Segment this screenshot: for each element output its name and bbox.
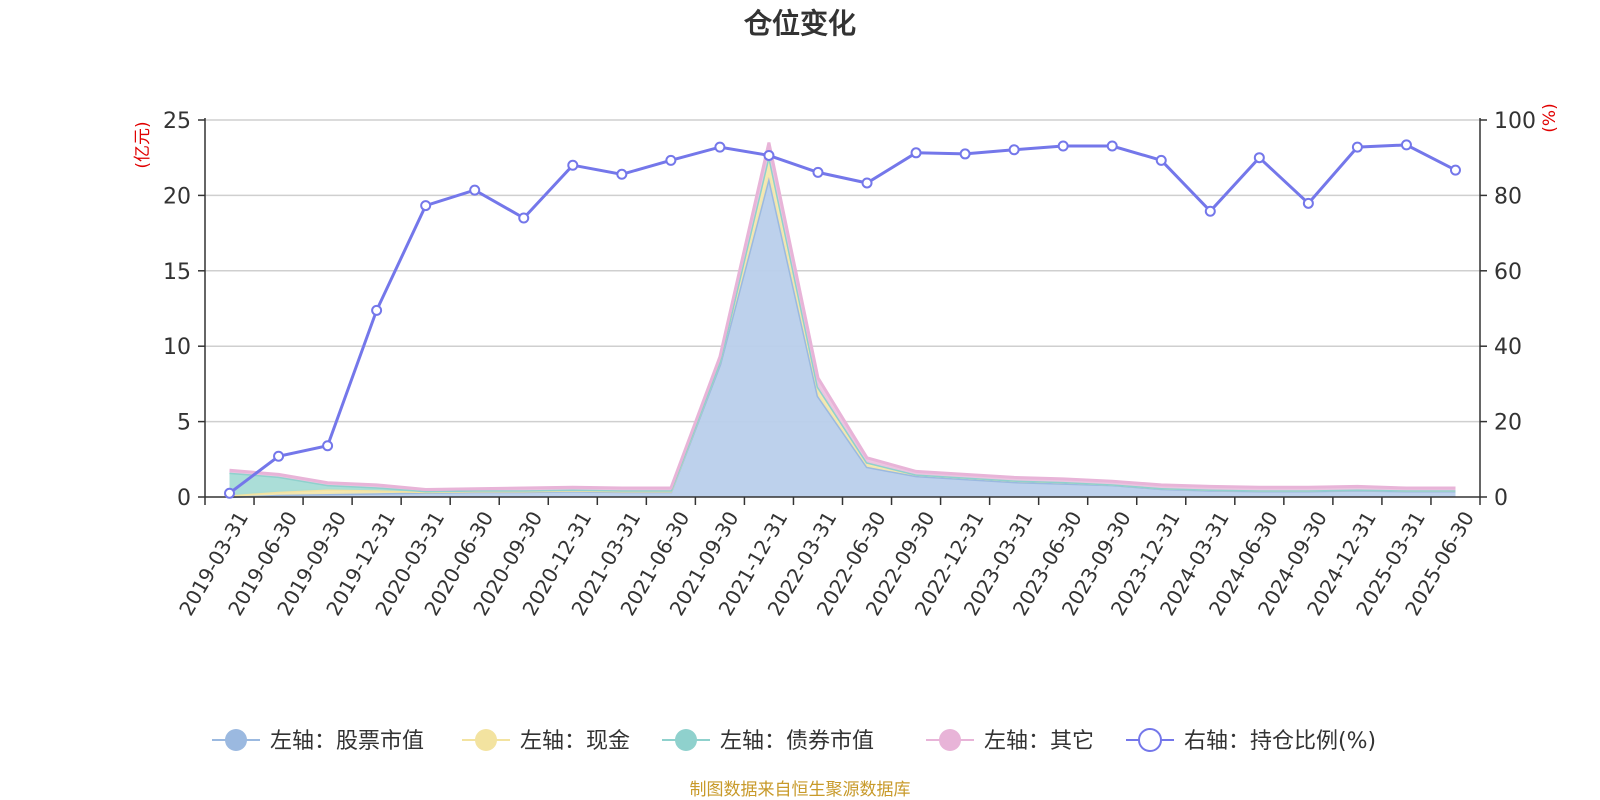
ratio-point	[371, 304, 383, 316]
grid-lines	[205, 119, 1480, 423]
area-左轴：现金	[229, 154, 1456, 497]
legend-marker	[475, 729, 497, 751]
legend-label: 右轴：持仓比例(%)	[1184, 729, 1376, 754]
area-左轴：其它	[229, 142, 1456, 491]
ratio-line-path	[228, 143, 1457, 495]
left-tick-label: 20	[163, 184, 191, 209]
right-tick-label: 60	[1494, 260, 1522, 285]
right-tick-label: 80	[1494, 184, 1522, 209]
left-axis-unit: (亿元)	[133, 121, 153, 168]
ratio-point	[1008, 144, 1020, 156]
ratio-point	[1351, 141, 1363, 153]
ratio-point	[616, 168, 628, 180]
left-tick-label: 10	[163, 335, 191, 360]
ratio-point	[567, 159, 579, 171]
legend-marker	[939, 729, 961, 751]
area-layers	[229, 142, 1456, 499]
ratio-point	[518, 212, 530, 224]
legend-label: 左轴：股票市值	[270, 729, 424, 754]
chart-title: 仓位变化	[744, 7, 856, 40]
ratio-point	[861, 177, 873, 189]
data-source-note: 制图数据来自恒生聚源数据库	[690, 780, 911, 800]
ratio-line	[224, 139, 1461, 499]
legend-item[interactable]: 左轴：现金	[462, 729, 630, 754]
ratio-point	[959, 148, 971, 160]
legend-label: 左轴：债券市值	[720, 729, 874, 754]
legend-item[interactable]: 左轴：债券市值	[662, 729, 874, 754]
legend-marker	[1138, 728, 1162, 752]
legend[interactable]: 左轴：股票市值 左轴：现金 左轴：债券市值 左轴：其它 右轴：持仓比例(%)	[212, 728, 1376, 754]
ratio-point	[322, 440, 334, 452]
left-tick-label: 15	[163, 260, 191, 285]
right-tick-label: 20	[1494, 411, 1522, 436]
legend-marker	[675, 729, 697, 751]
ratio-point	[1155, 154, 1167, 166]
ratio-point	[273, 450, 285, 462]
ratio-point	[1106, 140, 1118, 152]
ratio-point	[1253, 152, 1265, 164]
legend-label: 左轴：现金	[520, 729, 630, 754]
right-tick-label: 0	[1494, 486, 1508, 511]
ratio-point	[812, 166, 824, 178]
legend-item[interactable]: 左轴：其它	[926, 729, 1094, 754]
left-tick-label: 25	[163, 109, 191, 134]
ratio-point	[1302, 197, 1314, 209]
ratio-point	[1449, 164, 1461, 176]
right-tick-label: 40	[1494, 335, 1522, 360]
left-tick-label: 5	[177, 411, 191, 436]
right-axis-unit: (%)	[1540, 103, 1560, 132]
ratio-point	[1400, 139, 1412, 151]
ratio-point	[714, 141, 726, 153]
ratio-point	[1057, 140, 1069, 152]
ratio-point	[1204, 205, 1216, 217]
right-tick-label: 100	[1494, 109, 1536, 134]
ratio-point	[763, 149, 775, 161]
legend-marker	[225, 729, 247, 751]
axes: 05101520250204060801002019-03-312019-06-…	[163, 109, 1536, 620]
legend-item[interactable]: 右轴：持仓比例(%)	[1126, 728, 1376, 754]
area-edge-左轴：其它	[229, 142, 1456, 492]
ratio-point	[224, 487, 236, 499]
ratio-point	[665, 154, 677, 166]
ratio-point	[420, 200, 432, 212]
legend-item[interactable]: 左轴：股票市值	[212, 729, 424, 754]
ratio-point	[910, 147, 922, 159]
left-tick-label: 0	[177, 486, 191, 511]
legend-label: 左轴：其它	[984, 729, 1094, 754]
ratio-point	[469, 184, 481, 196]
area-左轴：股票市值	[229, 177, 1456, 498]
